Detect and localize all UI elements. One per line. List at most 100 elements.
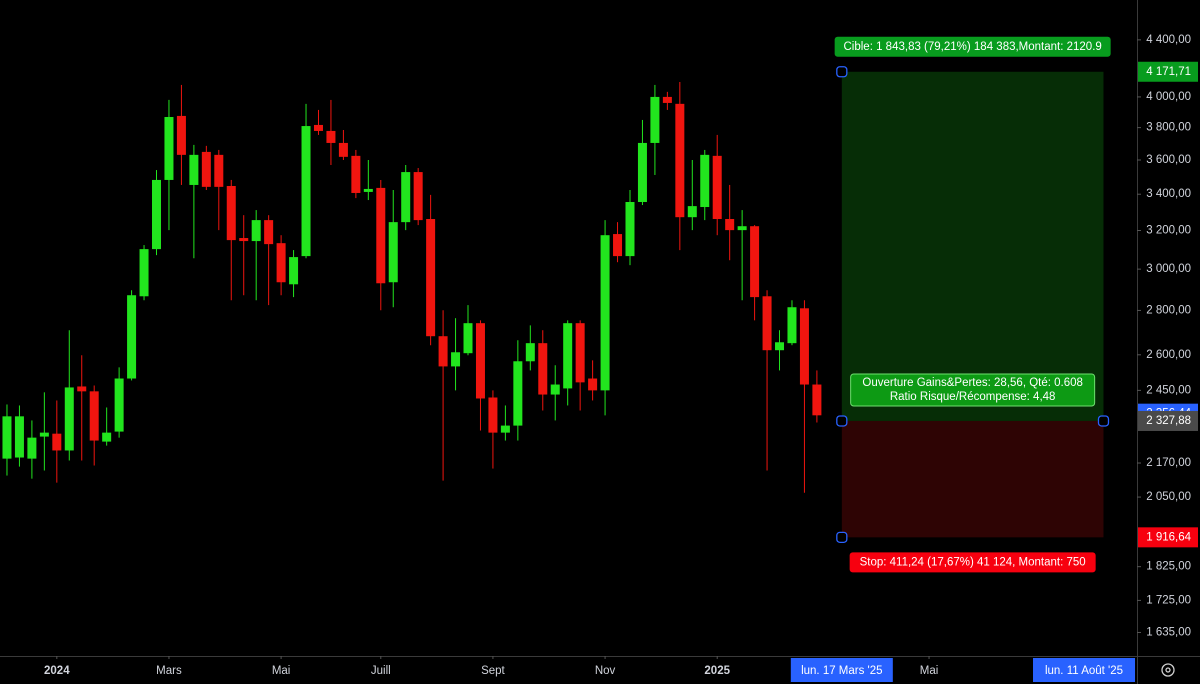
candle-body [513,361,523,426]
price-label: 4 171,71 [1146,66,1191,78]
settings-ring [1161,663,1175,677]
price-label: 2 327,88 [1146,415,1191,427]
candle-body [675,103,685,218]
y-tick-label: 2 450,00 [1146,384,1191,396]
profit-zone [841,71,1104,421]
candle-body [39,432,49,437]
candle-body [338,142,348,157]
time-label-box [1033,658,1135,682]
y-tick-label: 1 635,00 [1146,627,1191,639]
y-tick-label: 3 600,00 [1146,154,1191,166]
y-tick-label: 2 050,00 [1146,491,1191,503]
candle-body [799,308,809,385]
x-tick-label: Mars [156,665,182,677]
candle-body [700,154,710,208]
candle-body [712,155,722,220]
position-handle[interactable] [836,415,848,427]
candle-body [214,154,224,187]
candle-body [114,378,124,432]
candle-body [687,206,697,218]
candle-body [662,96,672,103]
info-ratio: Ratio Risque/Récompense: 4,48 [890,391,1056,403]
candle-body [488,397,498,433]
candle-body [89,391,99,441]
candle-body [588,378,598,391]
position-handle[interactable] [836,531,848,543]
x-tick-label: Sept [481,665,505,677]
candle-body [139,249,149,297]
candle-body [775,342,785,351]
candle-body [264,220,274,245]
candle-body [326,130,336,143]
position-handle[interactable] [836,66,848,78]
candle-body [737,226,747,231]
candle-body [575,323,585,383]
candle-body [613,234,623,257]
position-handle[interactable] [1097,415,1110,427]
candle-body [600,235,610,391]
candle-body [812,384,822,416]
loss-zone [841,420,1104,538]
stop-label: Stop: 411,24 (17,67%) 41 124, Montant: 7… [860,556,1086,568]
candle-body [762,296,772,351]
candle-body [563,323,573,389]
candle-body [77,386,87,392]
candle-body [725,219,735,231]
x-tick-label: Mai [920,665,939,677]
candle-body [750,226,760,298]
candle-body [226,185,236,241]
candle-body [176,115,186,155]
candle-body [525,343,535,362]
y-tick-label: 3 800,00 [1146,122,1191,134]
candle-body [313,124,323,131]
candle-body [388,222,398,283]
y-tick-label: 2 170,00 [1146,457,1191,469]
candle-body [363,188,373,192]
candle-body [426,219,436,337]
x-tick-label: 2025 [704,665,730,677]
price-label-box [1138,527,1198,548]
candle-body [650,96,660,143]
candle-body [376,187,386,284]
candle-body [787,307,797,344]
x-tick-label: Nov [595,665,616,677]
y-tick-label: 2 600,00 [1146,349,1191,361]
candle-body [301,126,311,257]
candle-body [451,352,461,367]
time-label-box [790,658,893,682]
candle-body [351,155,361,193]
candle-body [550,384,560,395]
candle-body [438,336,448,367]
candle-body [2,416,12,459]
candle-body [201,151,211,187]
candle-body [413,172,423,221]
candle-body [500,425,510,433]
info-box [850,373,1096,407]
candle-body [189,154,199,185]
y-tick-label: 4 000,00 [1146,91,1191,103]
price-label-box [1138,410,1198,431]
y-tick-label: 1 725,00 [1146,594,1191,606]
settings-icon[interactable] [1161,663,1175,677]
candle-body [637,142,647,203]
candle-body [475,323,485,399]
x-tick-label: Juill [371,665,391,677]
candle-body [625,202,635,257]
y-tick-label: 3 400,00 [1146,188,1191,200]
y-tick-label: 3 000,00 [1146,263,1191,275]
candle-body [251,220,261,242]
candle-body [52,433,62,451]
y-tick-label: 1 825,00 [1146,561,1191,573]
target-label: Cible: 1 843,83 (79,21%) 184 383,Montant… [844,41,1102,53]
candle-body [239,238,249,242]
candle-body [102,432,112,442]
candle-body [127,295,137,379]
stop-label-box [849,552,1096,573]
time-label: lun. 17 Mars '25 [801,665,882,677]
candle-body [27,437,37,459]
candle-body [152,179,162,250]
x-tick-label: Mai [272,665,291,677]
candle-body [14,416,24,458]
candle-body [463,323,473,354]
